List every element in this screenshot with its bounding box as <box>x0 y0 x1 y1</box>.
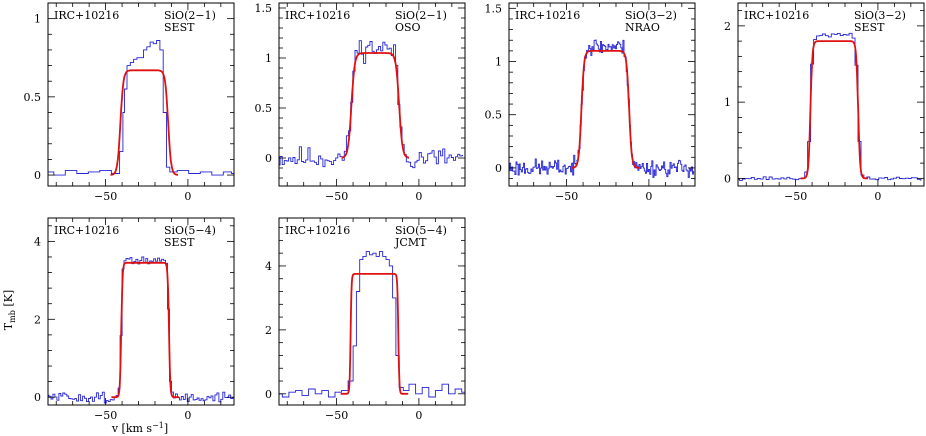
transition-label: SiO(2−1) <box>164 9 216 22</box>
panel-frame <box>47 217 235 406</box>
model-fit-curve <box>111 261 179 399</box>
transition-label: SiO(3−2) <box>854 9 906 22</box>
transition-label: SiO(5−4) <box>395 224 447 237</box>
telescope-label: JCMT <box>394 236 427 249</box>
x-tick-label: −50 <box>555 190 578 203</box>
spectrum-panel: −50 0 0 2 4 IRC+10216 SiO(5−4)JCMT <box>265 217 466 422</box>
x-tick-label: 0 <box>415 190 422 203</box>
observed-spectrum <box>509 39 695 178</box>
source-label: IRC+10216 <box>285 224 350 237</box>
source-label: IRC+10216 <box>54 9 119 22</box>
x-axis-label-main: v [km s <box>111 422 153 435</box>
y-tick-label: 1 <box>495 56 502 69</box>
model-fit-curve <box>571 50 639 169</box>
x-tick-label: 0 <box>184 409 191 422</box>
source-label: IRC+10216 <box>744 9 809 22</box>
x-tick-label: −50 <box>325 190 348 203</box>
y-tick-label: 4 <box>34 235 41 248</box>
y-tick-label: 1 <box>265 52 272 65</box>
x-tick-label: −50 <box>784 190 807 203</box>
y-tick-label: 4 <box>265 260 272 273</box>
source-label: IRC+10216 <box>285 9 350 22</box>
y-tick-label: 0 <box>34 391 41 404</box>
x-tick-label: 0 <box>184 190 191 203</box>
source-label: IRC+10216 <box>515 9 580 22</box>
telescope-label: SEST <box>164 21 195 34</box>
model-fit-curve <box>340 273 409 395</box>
telescope-label: SEST <box>854 21 885 34</box>
y-tick-label: 1 <box>724 96 731 109</box>
spectrum-panel: −50 0 0 0.5 1 1.5 IRC+10216 SiO(3−2)NRAO <box>485 2 696 203</box>
panel-frame <box>278 217 466 406</box>
y-tick-label: 0 <box>265 152 272 165</box>
y-tick-label: 2 <box>724 20 731 33</box>
observed-spectrum <box>279 40 463 169</box>
y-tick-label: 0.5 <box>485 109 503 122</box>
y-axis-label-sub: mb <box>8 310 17 323</box>
x-axis-label-sup: −1 <box>152 421 164 430</box>
source-label: IRC+10216 <box>54 224 119 237</box>
y-tick-label: 0 <box>495 162 502 175</box>
y-tick-label: 0 <box>724 172 731 185</box>
y-axis-label-unit: [K] <box>2 290 15 310</box>
panel-frame <box>47 2 235 187</box>
telescope-label: SEST <box>164 236 195 249</box>
x-tick-label: −50 <box>94 190 117 203</box>
x-tick-label: −50 <box>325 409 348 422</box>
spectrum-panel: −50 0 0 2 4 IRC+10216 SiO(5−4)SEST <box>34 217 235 422</box>
panel-frame <box>278 2 466 187</box>
observed-spectrum <box>279 251 465 398</box>
panel-frame <box>737 2 925 187</box>
x-tick-label: 0 <box>415 409 422 422</box>
x-tick-label: −50 <box>94 409 117 422</box>
spectrum-panel: −50 0 0 1 2 IRC+10216 SiO(3−2)SEST <box>724 2 925 203</box>
y-tick-label: 1 <box>34 13 41 26</box>
spectrum-panel: −50 0 0 0.5 1 1.5 IRC+10216 SiO(2−1)OSO <box>255 2 466 203</box>
panel-frame <box>508 2 696 187</box>
telescope-label: NRAO <box>625 21 660 34</box>
y-tick-label: 2 <box>265 324 272 337</box>
transition-label: SiO(5−4) <box>164 224 216 237</box>
spectra-grid: −50 000.51 IRC+10216 SiO(2−1)SEST−50 000.511… <box>24 2 925 422</box>
y-tick-label: 1.5 <box>485 2 503 15</box>
y-axis-label-main: T <box>2 322 15 330</box>
y-tick-label: 1.5 <box>255 2 273 15</box>
spectrum-panel: −50 0 0 0.5 1 IRC+10216 SiO(2−1)SEST <box>24 2 235 203</box>
telescope-label: OSO <box>395 21 421 34</box>
y-tick-label: 0.5 <box>255 102 273 115</box>
y-axis-label: Tmb [K] <box>2 290 17 330</box>
y-tick-label: 0.5 <box>24 91 42 104</box>
model-fit-curve <box>800 40 868 180</box>
x-axis-label-close: ] <box>164 422 168 435</box>
model-fit-curve <box>341 52 409 159</box>
observed-spectrum <box>48 40 234 176</box>
observed-spectrum <box>48 256 234 404</box>
y-tick-label: 0 <box>34 169 41 182</box>
transition-label: SiO(3−2) <box>625 9 677 22</box>
observed-spectrum <box>738 32 922 181</box>
x-tick-label: 0 <box>874 190 881 203</box>
x-tick-label: 0 <box>645 190 652 203</box>
transition-label: SiO(2−1) <box>395 9 447 22</box>
x-axis-label: v [km s−1] <box>111 421 168 435</box>
model-fit-curve <box>110 69 178 176</box>
y-tick-label: 0 <box>265 388 272 401</box>
y-tick-label: 2 <box>34 313 41 326</box>
